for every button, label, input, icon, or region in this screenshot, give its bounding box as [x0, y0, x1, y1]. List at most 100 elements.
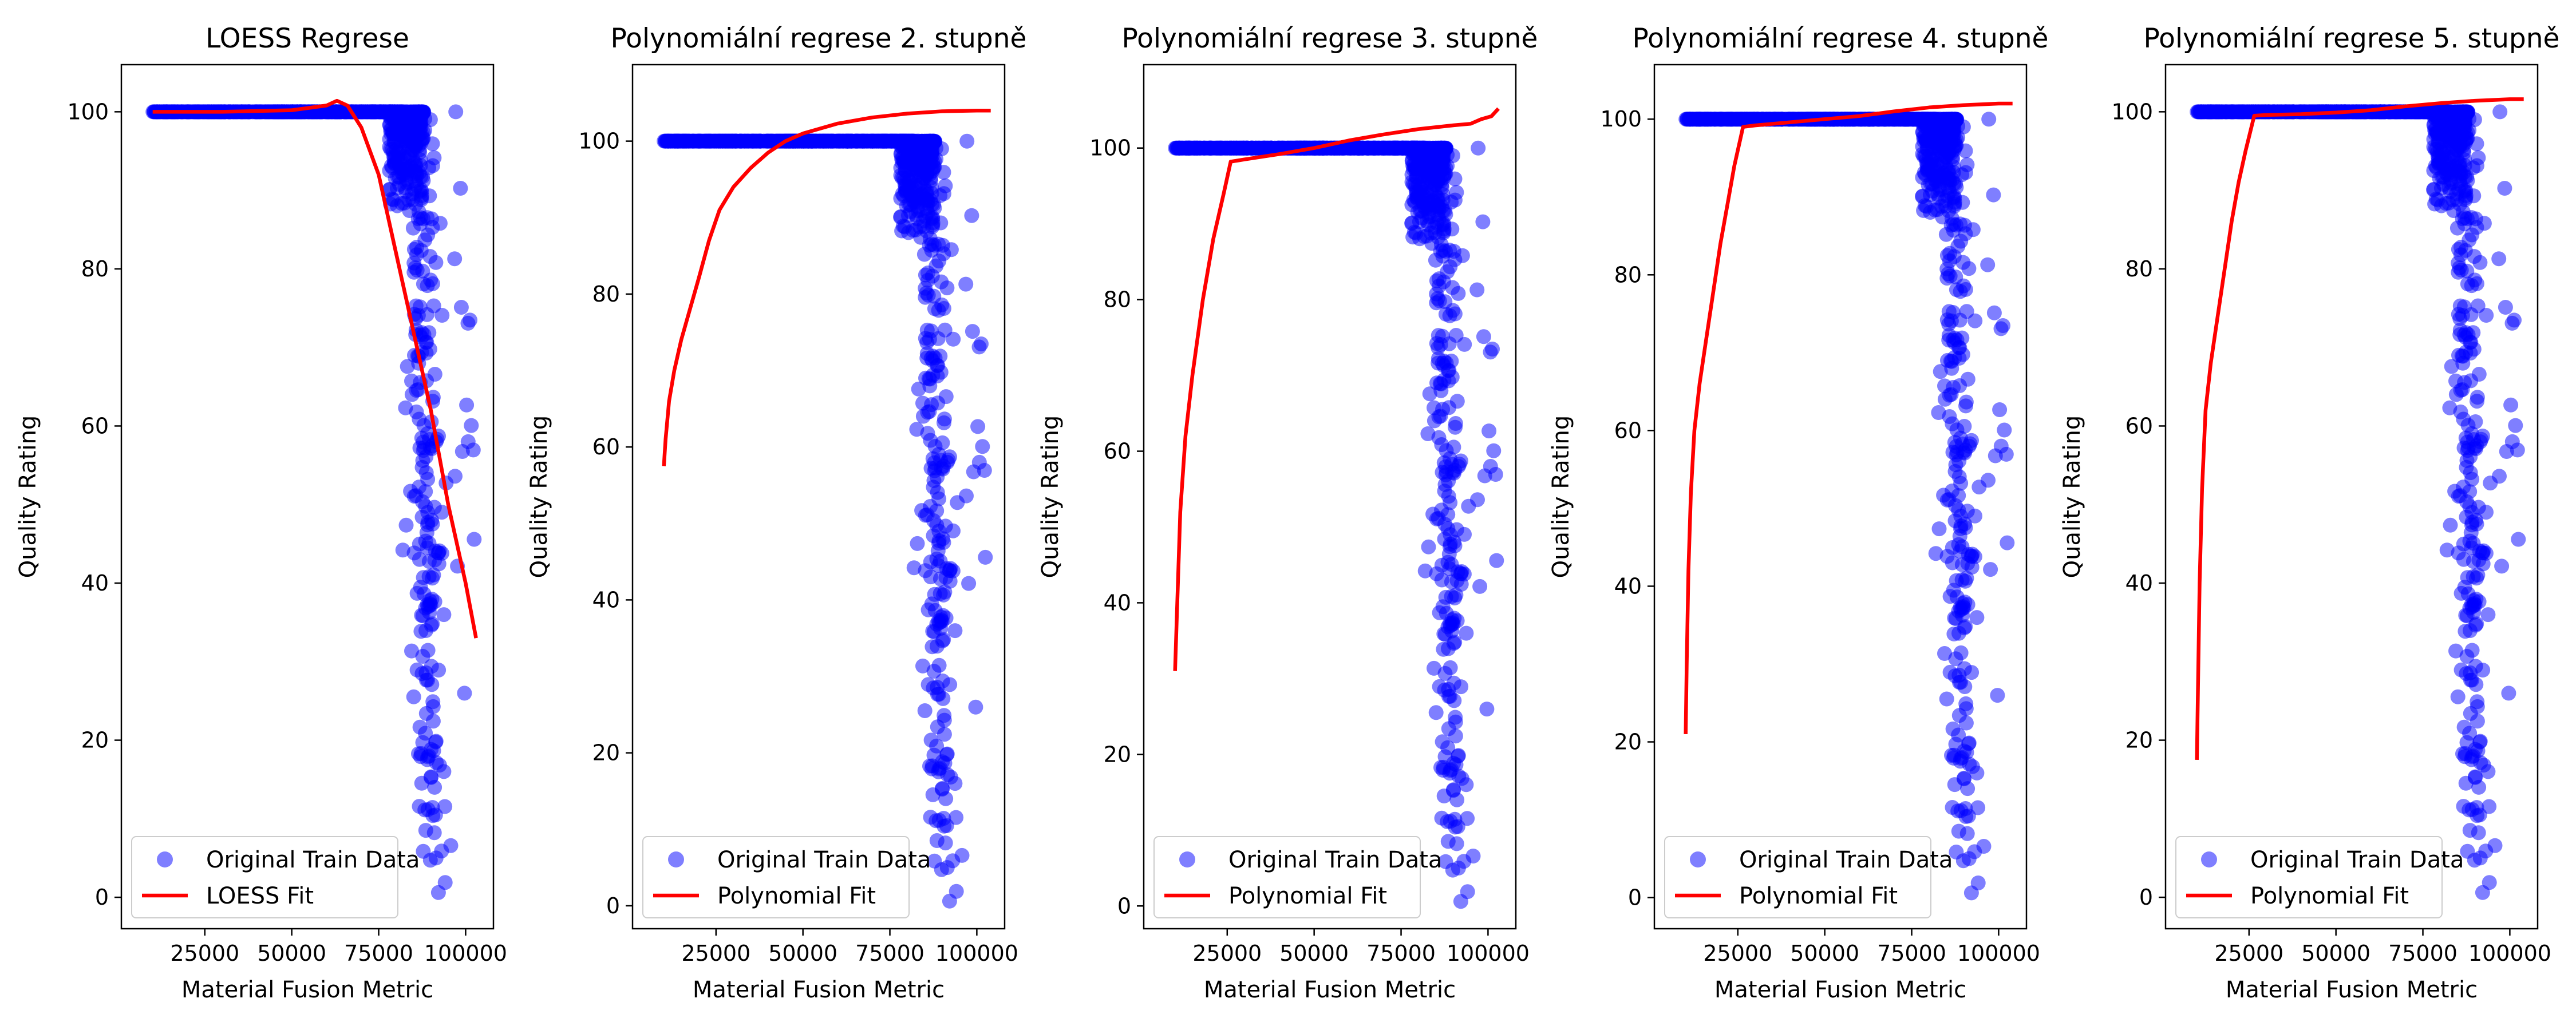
scatter-point — [425, 158, 440, 173]
legend-marker-scatter — [157, 851, 173, 867]
y-tick-label: 100 — [67, 99, 109, 124]
x-axis-label: Material Fusion Metric — [1714, 977, 1966, 1003]
scatter-point — [1948, 498, 1963, 513]
scatter-point — [1948, 138, 1963, 153]
scatter-point — [920, 602, 936, 617]
scatter-point — [1931, 405, 1946, 420]
scatter-point — [406, 255, 422, 271]
scatter-point — [939, 561, 954, 576]
scatter-point — [1961, 851, 1977, 866]
scatter-point — [399, 176, 414, 191]
scatter-point — [922, 148, 938, 163]
scatter-point — [1970, 876, 1986, 890]
scatter-point — [1447, 192, 1463, 208]
scatter-point — [918, 280, 933, 296]
scatter-point — [1429, 566, 1444, 581]
scatter-point — [1743, 112, 1759, 127]
scatter-point — [1436, 789, 1452, 803]
scatter-point — [1942, 245, 1957, 261]
scatter-point — [702, 133, 718, 149]
scatter-point — [1440, 554, 1456, 570]
scatter-point — [1263, 140, 1279, 156]
scatter-point — [1992, 402, 2008, 417]
scatter-point — [935, 435, 950, 450]
scatter-point — [1427, 660, 1441, 676]
scatter-point — [1374, 140, 1389, 156]
scatter-point — [460, 434, 476, 449]
scatter-point — [423, 272, 438, 288]
scatter-point — [1993, 438, 2009, 454]
x-tick-label: 25000 — [170, 941, 239, 966]
y-tick-label: 60 — [1104, 439, 1131, 464]
x-tick-label: 50000 — [257, 941, 326, 966]
scatter-point — [1930, 202, 1945, 217]
scatter-point — [978, 549, 993, 565]
scatter-point — [395, 542, 410, 558]
scatter-point — [919, 346, 935, 361]
scatter-point — [1445, 280, 1460, 295]
scatter-point — [424, 211, 439, 227]
scatter-point — [1417, 563, 1433, 579]
scatter-point — [453, 300, 469, 315]
scatter-point — [1955, 195, 1970, 210]
scatter-point — [1461, 498, 1476, 514]
scatter-point — [1954, 572, 1970, 588]
scatter-point — [921, 371, 937, 386]
scatter-point — [1952, 378, 1967, 393]
scatter-point — [426, 298, 441, 314]
scatter-point — [937, 322, 953, 338]
scatter-point — [1701, 112, 1717, 127]
scatter-point — [395, 121, 410, 137]
scatter-point — [937, 755, 953, 771]
scatter-point — [1944, 126, 1959, 141]
scatter-point — [1443, 259, 1458, 275]
scatter-point — [926, 160, 942, 175]
scatter-point — [1980, 257, 1996, 272]
chart-panel-5: 25000 50000 75000 100000020406080100Polynom… — [2059, 23, 2559, 1003]
x-tick-label: 50000 — [1790, 941, 1859, 966]
scatter-point — [404, 643, 419, 659]
scatter-point — [1953, 233, 1969, 249]
scatter-point — [936, 811, 951, 826]
chart-panel-2: 25000 50000 75000 100000020406080100Polynom… — [526, 23, 1026, 1003]
scatter-point — [917, 703, 933, 718]
scatter-point — [1938, 114, 1953, 129]
scatter-point — [364, 104, 379, 120]
scatter-point — [448, 104, 464, 120]
y-tick-label: 40 — [592, 587, 620, 612]
scatter-point — [1483, 459, 1498, 474]
scatter-point — [1937, 378, 1952, 394]
scatter-point — [931, 253, 947, 269]
scatter-point — [1451, 861, 1466, 876]
fit-line — [1173, 107, 1500, 671]
scatter-point — [1445, 303, 1461, 318]
scatter-point — [1476, 329, 1491, 344]
chart-title: Polynomiální regrese 3. stupně — [1122, 23, 1538, 54]
legend-marker-scatter — [1690, 851, 1706, 867]
scatter-point — [2492, 104, 2508, 120]
scatter-point — [1884, 112, 1900, 127]
legend-label-scatter: Original Train Data — [1739, 847, 1953, 873]
scatter-point — [923, 323, 939, 339]
scatter-point — [920, 266, 935, 280]
scatter-point — [1432, 376, 1448, 391]
scatter-point — [937, 727, 952, 742]
scatter-point — [934, 274, 949, 290]
y-axis-label: Quality Rating — [1037, 415, 1064, 579]
scatter-point — [918, 563, 933, 579]
scatter-point — [1724, 112, 1740, 127]
scatter-point — [933, 365, 949, 380]
scatter-point — [1427, 400, 1441, 415]
scatter-point — [1946, 626, 1962, 641]
x-tick-label: 50000 — [768, 941, 837, 966]
scatter-point — [939, 860, 955, 876]
scatter-point — [1945, 305, 1961, 320]
scatter-point — [1441, 400, 1457, 415]
scatter-point — [1932, 183, 1947, 197]
scatter-point — [902, 173, 917, 189]
scatter-point — [1447, 635, 1463, 650]
y-tick-label: 100 — [1089, 136, 1131, 161]
scatter-point — [409, 165, 424, 181]
